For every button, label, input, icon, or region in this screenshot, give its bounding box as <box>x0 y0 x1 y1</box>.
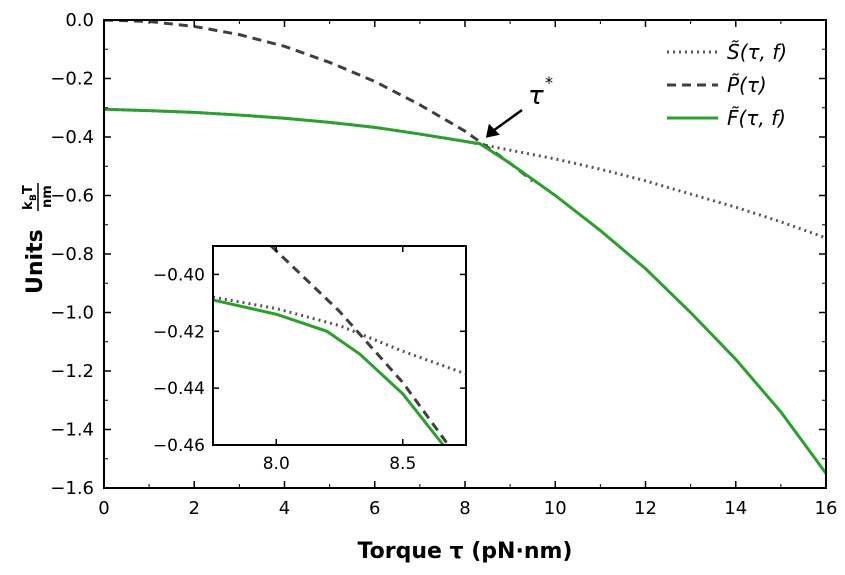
inset-x-tick-label: 8.0 <box>263 454 290 474</box>
inset-y-tick-label: −0.40 <box>153 265 205 285</box>
inset-x-tick-label: 8.5 <box>389 454 416 474</box>
series-line-2 <box>104 20 534 183</box>
inset-y-tick-label: −0.46 <box>153 436 205 456</box>
annotation-arrow-shaft <box>491 108 523 133</box>
legend-label-1: S̃(τ, f) <box>727 40 787 64</box>
x-tick-label: 14 <box>724 498 747 519</box>
x-tick-label: 8 <box>459 498 470 519</box>
x-tick-label: 4 <box>279 498 290 519</box>
y-axis-unit-b: B <box>29 194 39 201</box>
y-axis-unit-t: T <box>21 185 36 194</box>
x-tick-label: 2 <box>189 498 200 519</box>
x-tick-label: 6 <box>369 498 380 519</box>
inset-series-layer <box>213 246 466 445</box>
inset-series-line-2 <box>270 246 450 445</box>
tau-star-annotation: τ * <box>485 73 553 138</box>
inset-series-line-1 <box>213 295 466 376</box>
series-line-1 <box>104 107 826 240</box>
x-tick-label: 0 <box>98 498 109 519</box>
legend-label-3: F̃(τ, f) <box>727 106 786 130</box>
inset-y-tick-label: −0.42 <box>153 322 205 342</box>
y-tick-label: −1.2 <box>50 361 94 382</box>
y-tick-label: −0.8 <box>50 244 94 265</box>
annotation-superscript: * <box>545 73 553 92</box>
legend: S̃(τ, f) P̃(τ) F̃(τ, f) <box>667 40 787 130</box>
y-tick-label: −1.0 <box>50 303 94 324</box>
inset-y-tick-label: −0.44 <box>153 379 205 399</box>
y-tick-label: −1.6 <box>50 478 94 499</box>
x-tick-label: 16 <box>815 498 838 519</box>
annotation-label: τ <box>528 81 544 111</box>
main-axis-ticks: 0 2 4 6 8 10 12 14 16 0.0 −0.2 −0.4 −0.6 −0.8 −1.0 −1.2… <box>50 10 837 519</box>
main-series-layer <box>104 20 826 475</box>
y-axis-title: Units kBT nm <box>21 183 55 294</box>
y-tick-label: 0.0 <box>65 10 94 31</box>
x-tick-label: 12 <box>634 498 657 519</box>
inset-series-line-3 <box>213 298 445 445</box>
legend-label-2: P̃(τ) <box>727 73 767 97</box>
y-tick-label: −1.4 <box>50 420 94 441</box>
x-axis-title: Torque τ (pN·nm) <box>358 539 573 564</box>
y-axis-unit-k: k <box>21 201 36 210</box>
y-axis-unit-nm: nm <box>40 185 55 208</box>
inset-frame <box>212 245 467 446</box>
annotation-arrow-head <box>485 123 500 138</box>
y-axis-title-text: Units <box>23 229 48 294</box>
y-tick-label: −0.2 <box>50 69 94 90</box>
y-tick-label: −0.6 <box>50 186 94 207</box>
y-tick-label: −0.4 <box>50 127 94 148</box>
series-line-3 <box>104 107 826 475</box>
inset-plot: 8.0 8.5 −0.40 −0.42 −0.44 −0.46 <box>153 245 467 474</box>
x-tick-label: 10 <box>544 498 567 519</box>
